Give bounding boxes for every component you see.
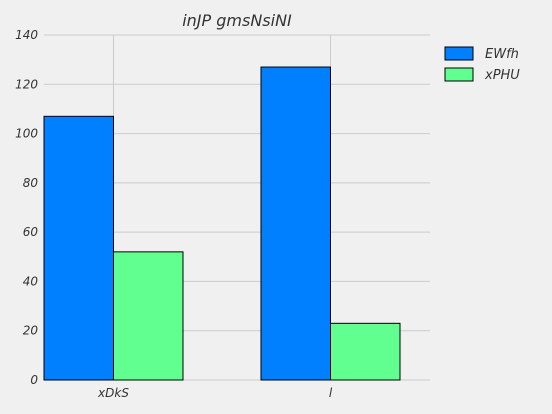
bar-xPHU-xDkS: [114, 252, 184, 380]
legend-swatch-EWfh: [445, 47, 473, 60]
legend-swatch-xPHU: [445, 68, 473, 81]
bar-EWfh-xDkS: [44, 116, 114, 380]
bar-xPHU-l: [331, 323, 401, 380]
legend-label: EWfh: [485, 47, 519, 62]
bars: [44, 67, 400, 380]
legend-label: xPHU: [484, 68, 520, 83]
y-tick-label: 140: [15, 28, 38, 42]
y-tick-label: 0: [30, 373, 38, 387]
y-axis-tick-labels: 0 20 40 60 80 100 120 140: [15, 28, 38, 387]
y-tick-label: 120: [15, 77, 38, 91]
x-axis-tick-labels: xDkS l: [97, 386, 333, 400]
legend: EWfh xPHU: [445, 47, 520, 83]
x-tick-label: xDkS: [97, 386, 129, 400]
y-tick-label: 60: [23, 225, 39, 239]
bar-EWfh-l: [261, 67, 331, 380]
x-tick-label: l: [329, 386, 333, 400]
y-tick-label: 20: [23, 324, 39, 338]
y-tick-label: 100: [15, 127, 38, 141]
y-tick-label: 80: [23, 176, 39, 190]
chart-title: inJP gmsNsiNI: [182, 11, 292, 30]
y-tick-label: 40: [23, 274, 39, 288]
